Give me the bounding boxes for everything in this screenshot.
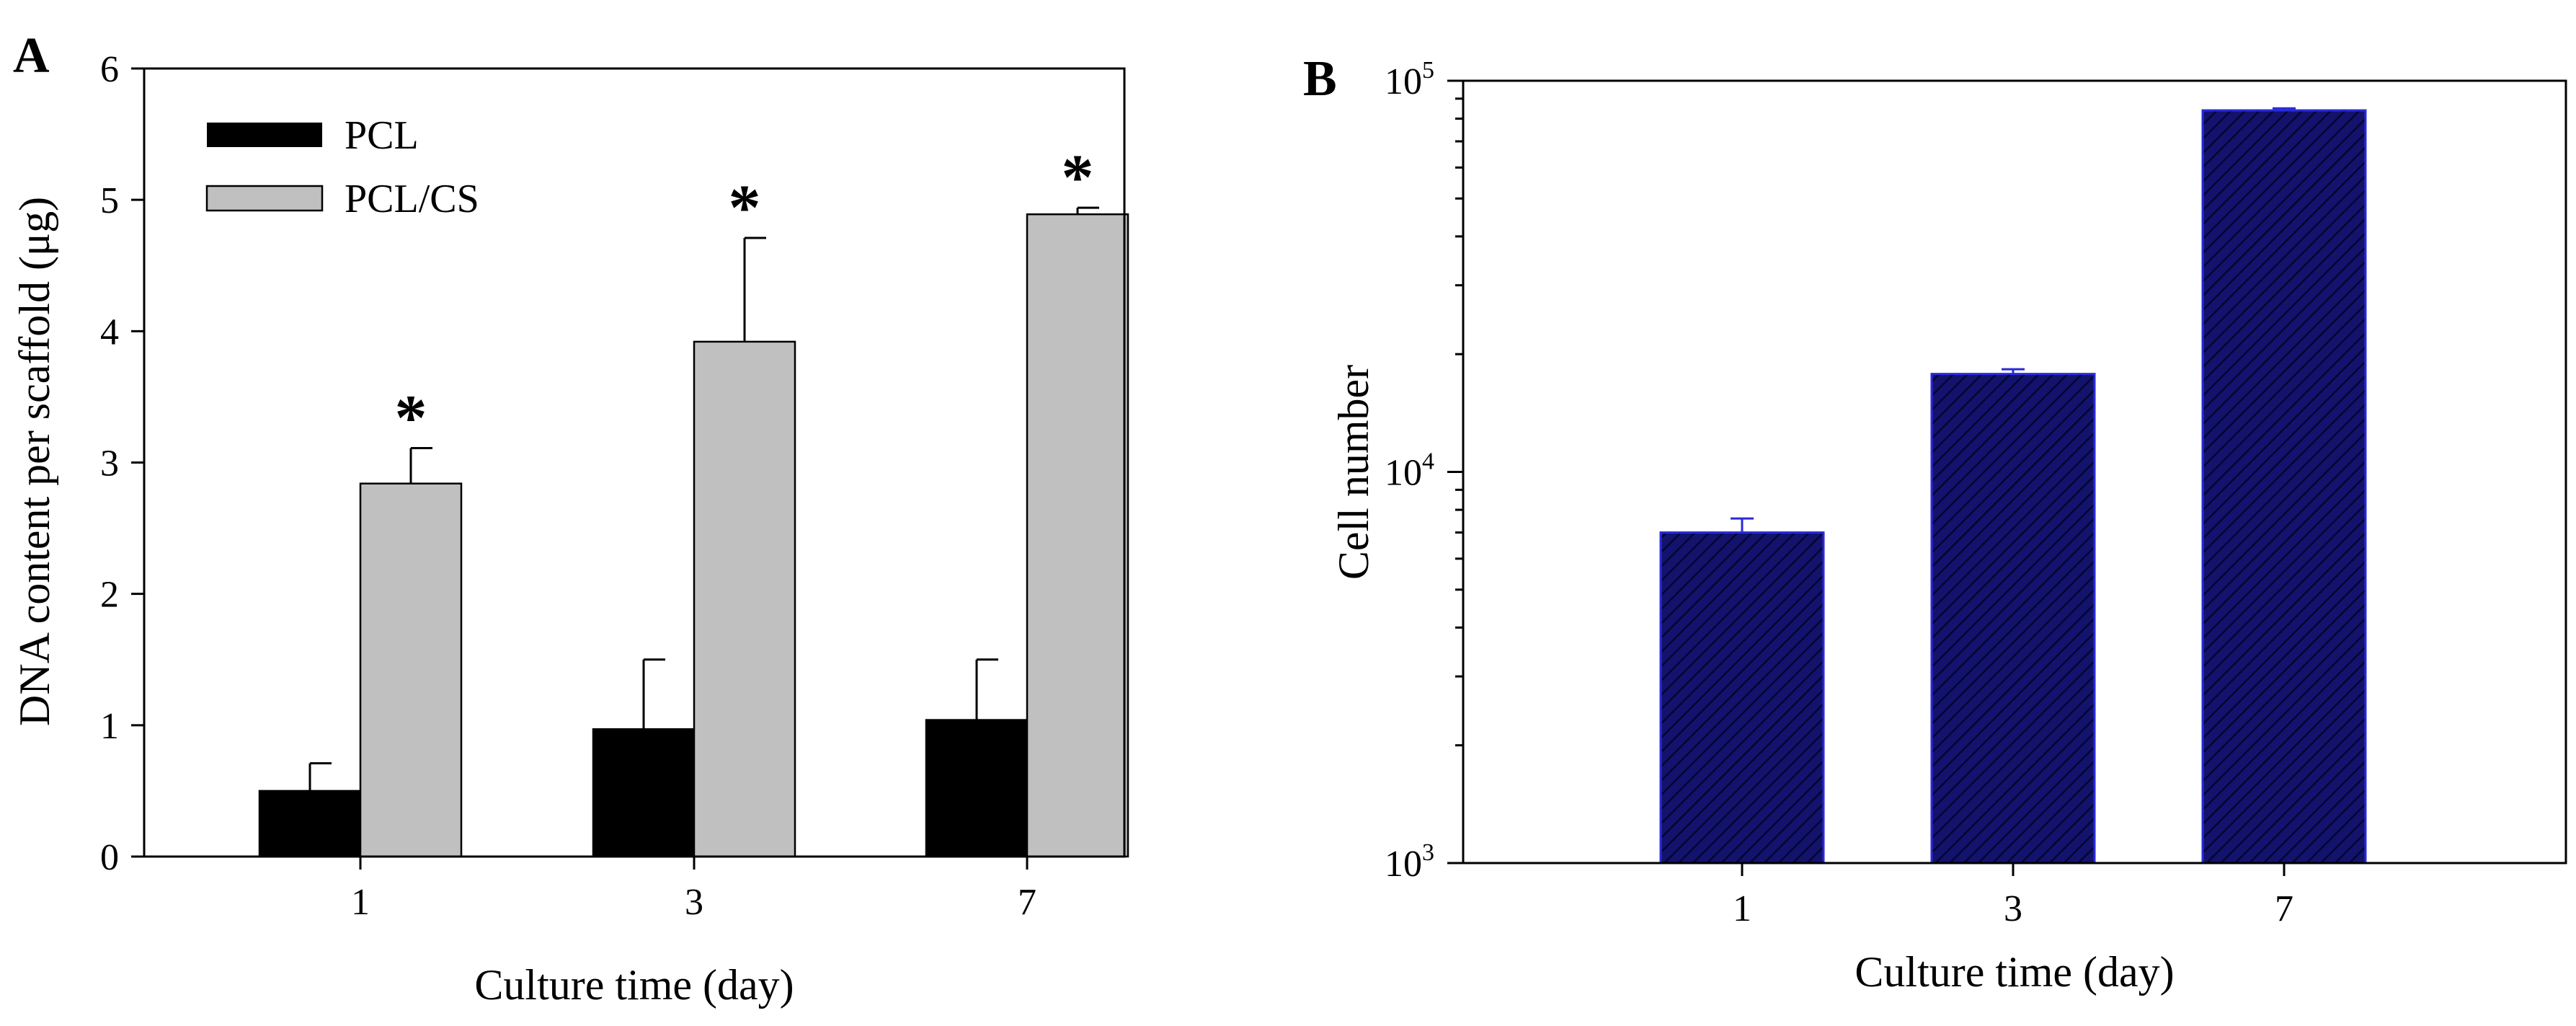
chart-panel-a: A 0 1 2 3 4 5 6 1 3 7 * * * PCL PCL/CS Culture time… (11, 28, 1129, 1009)
panel-a-x-axis-title: Culture time (day) (474, 961, 794, 1009)
panel-b-letter: B (1303, 51, 1337, 107)
y-tick-label: 5 (100, 180, 119, 221)
significance-marker: * (1062, 142, 1094, 213)
bar-pcl-day-7 (925, 719, 1029, 858)
legend-label-pcl: PCL (345, 113, 419, 158)
panel-a-plot-frame (143, 67, 1126, 858)
bar-cell-number-day-7 (2201, 109, 2367, 864)
legend-swatch-pcl-cs (205, 185, 324, 212)
bar-cell-number-day-3 (1930, 373, 2096, 864)
significance-marker: * (729, 172, 761, 244)
y-tick-label: 105 (1385, 57, 1434, 102)
bar-pcl-day-3 (592, 728, 696, 858)
y-tick-label: 0 (100, 837, 119, 878)
bar-pcl-cs-day-7 (1026, 213, 1129, 858)
legend-label-pcl-cs: PCL/CS (345, 177, 479, 221)
bar-pcl-day-1 (258, 790, 362, 858)
y-tick-label: 103 (1385, 839, 1434, 885)
panel-b-x-axis-title: Culture time (day) (1855, 948, 2174, 996)
y-tick-label: 2 (100, 575, 119, 616)
panel-b-bars (1659, 107, 2367, 864)
bar-cell-number-day-1 (1659, 531, 1825, 864)
significance-marker: * (395, 382, 427, 454)
panel-a-legend: PCL PCL/CS (205, 113, 479, 221)
y-tick-label: 1 (100, 706, 119, 747)
y-tick-label: 104 (1385, 448, 1434, 494)
x-tick-label: 3 (2004, 888, 2022, 929)
y-tick-label: 6 (100, 49, 119, 90)
legend-swatch-pcl (207, 123, 322, 147)
panel-b-ticks: 103 104 105 1 3 7 (1385, 57, 2293, 929)
panel-a-ticks: 0 1 2 3 4 5 6 1 3 7 (100, 49, 1036, 923)
x-tick-label: 1 (351, 882, 370, 923)
x-tick-label: 7 (1018, 882, 1036, 923)
x-tick-label: 1 (1733, 888, 1751, 929)
bar-pcl-cs-day-3 (693, 340, 796, 858)
panel-a-y-axis-title: DNA content per scaffold (μg) (11, 197, 58, 726)
x-tick-label: 3 (685, 882, 703, 923)
y-tick-label: 4 (100, 311, 119, 353)
panel-b-plot-frame (1462, 79, 2567, 864)
panel-b-y-axis-title: Cell number (1330, 365, 1377, 580)
panel-a-bars: * * * (258, 142, 1129, 858)
x-tick-label: 7 (2275, 888, 2293, 929)
bar-pcl-cs-day-1 (359, 482, 463, 858)
panel-a-letter: A (13, 28, 50, 84)
y-tick-label: 3 (100, 443, 119, 485)
chart-panel-b: B 103 104 105 1 3 7 Culture time (day) Cell n… (1303, 51, 2567, 996)
